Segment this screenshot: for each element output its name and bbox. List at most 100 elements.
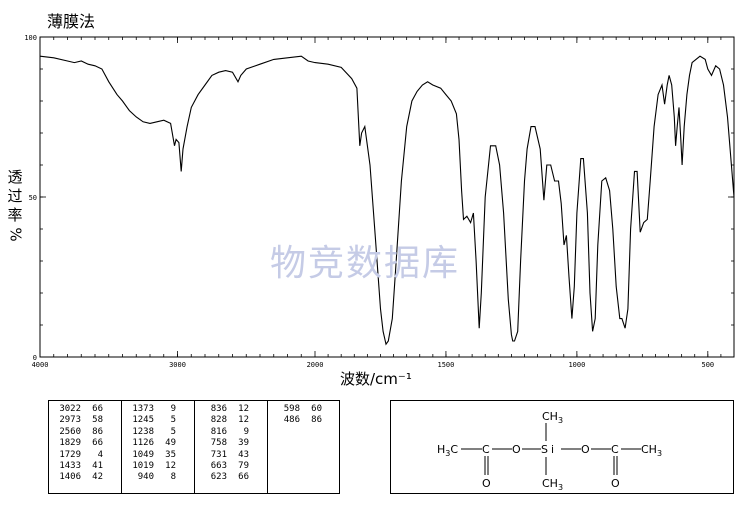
peak-wavenumber: 1433 — [59, 461, 81, 472]
peak-table-row: 1406 42 — [51, 472, 119, 483]
plot-frame — [39, 36, 735, 358]
x-tick-label: 4000 — [32, 361, 49, 369]
peak-table-row: 2973 58 — [51, 415, 119, 426]
x-tick-label: 500 — [701, 361, 714, 369]
peak-table-row: 1433 41 — [51, 461, 119, 472]
ir-spectrum-chart: 4000 3000 2000 1500 1000 500 0 50 100 — [24, 34, 735, 369]
peak-wavenumber: 663 — [210, 461, 227, 472]
x-tick-label: 2000 — [307, 361, 324, 369]
axis-ticks: 4000 3000 2000 1500 1000 500 0 50 100 — [24, 34, 734, 369]
peak-wavenumber: 1829 — [59, 438, 81, 449]
x-tick-label: 1500 — [438, 361, 455, 369]
peak-wavenumber: 1126 — [132, 438, 154, 449]
peak-transmittance: 58 — [92, 415, 103, 426]
watermark: 物竞数据库 — [270, 243, 461, 284]
peak-wavenumber: 1049 — [132, 449, 154, 460]
peak-transmittance: 86 — [92, 426, 103, 437]
peak-transmittance: 66 — [92, 438, 103, 449]
peak-table-row: 731 43 — [197, 450, 265, 461]
carbonyl-o-right: O — [611, 477, 620, 490]
peak-table-row: 3022 66 — [51, 404, 119, 415]
y-tick-label: 50 — [29, 194, 37, 202]
peak-wavenumber: 731 — [210, 449, 227, 460]
peak-transmittance: 66 — [92, 404, 103, 414]
x-axis-label: 波数/cm⁻¹ — [340, 370, 412, 388]
peak-table-row: 1049 35 — [124, 450, 192, 461]
carbonyl-c-right: C — [611, 443, 619, 456]
peak-transmittance: 4 — [97, 449, 103, 460]
peak-table-row: 816 9 — [197, 427, 265, 438]
peak-transmittance: 79 — [238, 461, 249, 472]
peak-table-row: 2560 86 — [51, 427, 119, 438]
left-ch3-label: H3C — [437, 443, 458, 458]
top-ch3-label: CH3 — [542, 410, 563, 425]
peak-table-row: 663 79 — [197, 461, 265, 472]
peak-table-row: 598 60 — [270, 404, 337, 415]
carbonyl-o-left: O — [482, 477, 491, 490]
peak-wavenumber: 2973 — [59, 415, 81, 426]
peak-wavenumber: 816 — [210, 426, 227, 437]
peak-transmittance: 66 — [238, 472, 249, 483]
peak-table-row: 1245 5 — [124, 415, 192, 426]
ester-o-right: O — [581, 443, 590, 456]
peak-wavenumber: 758 — [210, 438, 227, 449]
peak-transmittance: 49 — [165, 438, 176, 449]
peak-wavenumber: 836 — [210, 404, 227, 414]
y-axis-label-char-1: 透 — [7, 168, 23, 186]
peak-transmittance: 8 — [170, 472, 176, 483]
peak-table-row: 828 12 — [197, 415, 265, 426]
peak-transmittance: 35 — [165, 449, 176, 460]
structure-diagram: H3C C O O Si CH3 CH3 O C O CH3 — [437, 410, 662, 492]
peak-transmittance: 42 — [92, 472, 103, 483]
page-title: 薄膜法 — [47, 12, 96, 31]
peak-transmittance: 12 — [165, 461, 176, 472]
right-ch3-label: CH3 — [641, 443, 662, 458]
peak-wavenumber: 598 — [283, 404, 300, 414]
peak-table-row: 1238 5 — [124, 427, 192, 438]
y-tick-label: 100 — [24, 34, 37, 42]
peak-table-row: 758 39 — [197, 438, 265, 449]
peak-wavenumber: 940 — [137, 472, 154, 483]
peak-wavenumber: 1406 — [59, 472, 81, 483]
peak-transmittance: 41 — [92, 461, 103, 472]
ester-o-left: O — [512, 443, 521, 456]
peak-wavenumber: 1729 — [59, 449, 81, 460]
peak-wavenumber: 828 — [210, 415, 227, 426]
peak-wavenumber: 3022 — [59, 404, 81, 414]
y-axis-label-char-2: 过 — [7, 187, 23, 205]
chemical-structure: H3C C O O Si CH3 CH3 O C O CH3 — [390, 400, 734, 494]
y-axis-label-char-3: 率 — [7, 206, 23, 224]
peak-wavenumber: 2560 — [59, 426, 81, 437]
peak-wavenumber: 486 — [283, 415, 300, 426]
peak-table-row: 486 86 — [270, 415, 337, 426]
peak-table-row: 1829 66 — [51, 438, 119, 449]
peak-table-row: 836 12 — [197, 404, 265, 415]
peak-table-row: 623 66 — [197, 472, 265, 483]
carbonyl-c-left: C — [482, 443, 490, 456]
peak-wavenumber: 1238 — [132, 426, 154, 437]
bottom-ch3-label: CH3 — [542, 477, 563, 492]
peak-wavenumber: 1019 — [132, 461, 154, 472]
peak-table-column: 598 60 486 86 — [268, 401, 339, 493]
peak-transmittance: 12 — [238, 415, 249, 426]
peak-transmittance: 43 — [238, 449, 249, 460]
x-tick-label: 3000 — [169, 361, 186, 369]
peak-transmittance: 39 — [238, 438, 249, 449]
peak-transmittance: 12 — [238, 404, 249, 414]
peak-table-row: 1019 12 — [124, 461, 192, 472]
peak-transmittance: 9 — [170, 404, 176, 414]
silicon-label: Si — [541, 443, 557, 456]
peak-table-column: 3022 66 2973 58 2560 86 1829 66 1729 4 1433 41 1406 4… — [49, 401, 122, 493]
peak-wavenumber: 623 — [210, 472, 227, 483]
y-axis-label: 透 过 率 % — [4, 168, 26, 244]
y-tick-label: 0 — [33, 354, 37, 362]
x-tick-label: 1000 — [568, 361, 585, 369]
peak-transmittance: 9 — [243, 426, 249, 437]
peak-table-row: 1373 9 — [124, 404, 192, 415]
peak-transmittance: 60 — [311, 404, 322, 414]
spectrum-line — [39, 55, 735, 346]
peak-table: 3022 66 2973 58 2560 86 1829 66 1729 4 1433 41 1406 4… — [48, 400, 340, 494]
peak-wavenumber: 1245 — [132, 415, 154, 426]
peak-table-row: 1126 49 — [124, 438, 192, 449]
peak-table-column: 836 12 828 12 816 9 758 39 731 43 663 79 623 66 — [195, 401, 268, 493]
